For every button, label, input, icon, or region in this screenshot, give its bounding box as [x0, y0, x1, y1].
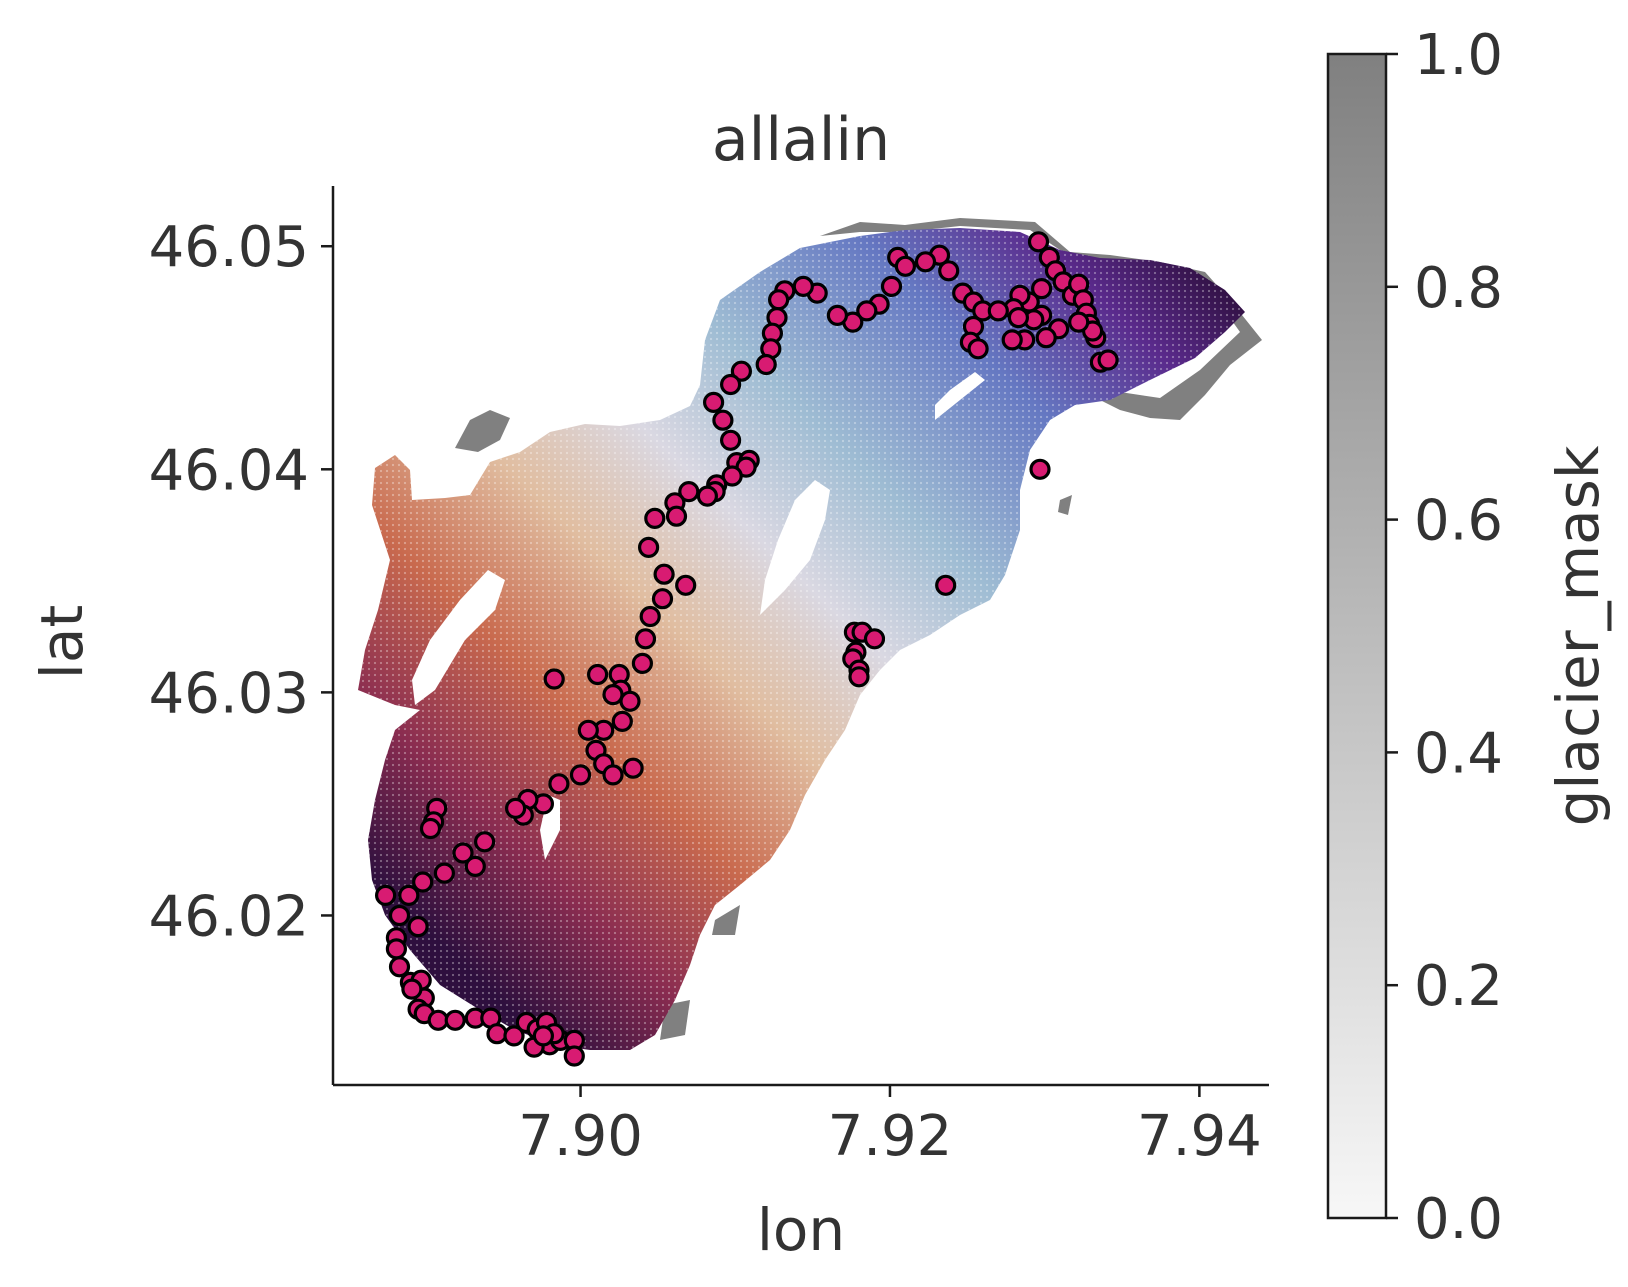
data-point: [712, 409, 734, 431]
data-point: [696, 485, 719, 507]
data-point: [767, 289, 790, 311]
colorbar-label: glacier_mask: [1544, 445, 1612, 826]
data-point: [532, 1025, 555, 1047]
data-point: [651, 588, 674, 610]
data-point: [388, 904, 411, 927]
data-point: [721, 465, 743, 487]
data-point: [639, 605, 661, 628]
x-ticks: 7.90 7.92 7.94: [518, 1085, 1262, 1169]
data-point: [665, 505, 688, 527]
data-point: [474, 831, 496, 853]
data-point: [504, 797, 527, 820]
y-tick-label: 46.05: [149, 215, 309, 280]
data-point: [1029, 458, 1051, 480]
colorbar-tick-label: 0.4: [1414, 721, 1503, 786]
data-point: [486, 1023, 508, 1045]
data-point: [935, 574, 957, 596]
y-ticks: 46.02 46.03 46.04 46.05: [149, 215, 333, 949]
data-point: [464, 855, 486, 878]
colorbar-tick-label: 1.0: [1414, 23, 1503, 88]
data-point: [1097, 349, 1119, 371]
colorbar-gradient: [1326, 52, 1388, 1220]
y-axis-label: lat: [28, 605, 96, 679]
data-point: [1068, 311, 1090, 333]
plot-area: [358, 218, 1262, 1067]
data-point: [719, 429, 742, 451]
data-point: [385, 938, 407, 960]
data-point: [412, 871, 434, 893]
data-point: [586, 663, 609, 686]
data-point: [375, 884, 397, 907]
data-point: [730, 360, 753, 382]
data-point: [398, 884, 420, 907]
data-point: [1030, 278, 1053, 300]
data-point: [678, 481, 700, 503]
x-axis-label: lon: [757, 1196, 845, 1264]
data-point: [1007, 307, 1030, 329]
data-point: [577, 719, 599, 741]
points-layer: [375, 231, 1119, 1067]
data-point: [631, 652, 654, 675]
colorbar-tick-label: 0.8: [1414, 256, 1503, 321]
data-point: [675, 574, 697, 596]
data-point: [702, 391, 725, 413]
y-tick-label: 46.04: [149, 438, 309, 503]
data-point: [611, 710, 633, 733]
data-point: [563, 1045, 585, 1067]
colorbar-tick-label: 0.6: [1414, 489, 1503, 554]
data-point: [1027, 231, 1050, 253]
data-point: [543, 668, 565, 690]
data-point: [634, 628, 657, 650]
data-point: [433, 862, 455, 884]
data-point: [863, 628, 886, 650]
data-point: [622, 757, 644, 779]
data-point: [548, 773, 570, 795]
data-point: [619, 690, 641, 712]
data-point: [602, 683, 624, 706]
data-point: [427, 1009, 449, 1031]
data-point: [894, 255, 917, 277]
x-tick-label: 7.90: [518, 1104, 643, 1169]
data-point: [1001, 329, 1023, 351]
data-point: [444, 1009, 466, 1031]
data-point: [880, 275, 903, 297]
colorbar-ticks: 0.0 0.2 0.4 0.6 0.8 1.0: [1386, 23, 1503, 1252]
data-point: [967, 338, 989, 360]
data-point: [792, 275, 814, 297]
data-point: [644, 507, 666, 530]
data-point: [637, 536, 660, 559]
data-point: [755, 353, 777, 376]
colorbar-tick-label: 0.0: [1414, 1187, 1503, 1252]
data-point: [1035, 327, 1057, 349]
data-point: [938, 260, 960, 282]
data-point: [987, 300, 1009, 322]
data-point: [452, 842, 474, 864]
data-point: [826, 304, 849, 326]
data-point: [848, 666, 870, 688]
data-point: [719, 373, 742, 396]
colorbar: 0.0 0.2 0.4 0.6 0.8 1.0 glacier_mask: [1326, 23, 1612, 1252]
chart-title: allalin: [712, 105, 890, 175]
data-point: [388, 956, 411, 978]
data-point: [419, 817, 442, 840]
data-point: [407, 915, 429, 938]
data-point: [914, 251, 937, 273]
colorbar-tick-label: 0.2: [1414, 954, 1503, 1019]
data-point: [602, 764, 624, 786]
data-point: [569, 764, 592, 786]
y-tick-label: 46.02: [149, 884, 309, 949]
data-point: [653, 563, 675, 585]
glacier-gradient-layer: [358, 228, 1245, 1050]
data-point: [856, 300, 878, 322]
x-tick-label: 7.94: [1137, 1104, 1262, 1169]
data-point: [503, 1025, 525, 1047]
y-tick-label: 46.03: [149, 661, 309, 726]
x-tick-label: 7.92: [828, 1104, 953, 1169]
data-point: [401, 978, 423, 1000]
